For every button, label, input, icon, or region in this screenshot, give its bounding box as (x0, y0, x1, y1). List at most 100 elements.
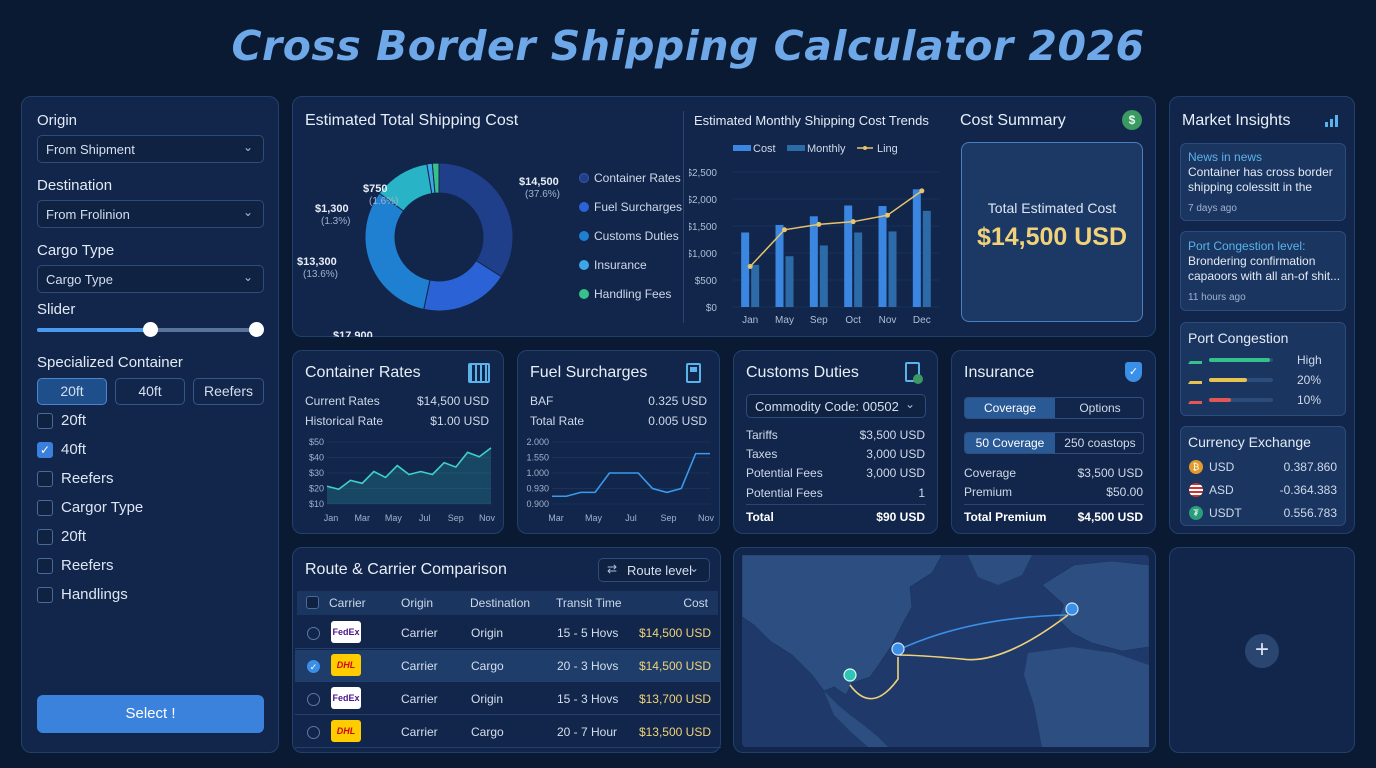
congestion-label: High (1297, 353, 1322, 367)
news-card[interactable]: News in news Container has cross border … (1180, 143, 1346, 221)
checkbox-handlings[interactable] (37, 587, 53, 603)
origin-select[interactable]: From Shipment ⌄ (37, 135, 264, 163)
checkbox-20ft[interactable] (37, 413, 53, 429)
map-central-america (824, 691, 888, 747)
route-line-3 (849, 657, 899, 700)
divider (746, 504, 926, 505)
tab-options[interactable]: Options (1079, 401, 1121, 415)
area-fill (327, 447, 491, 504)
news-time: 7 days ago (1188, 203, 1237, 214)
table-row[interactable]: ✓ DHL Carrier Cargo 20 - 3 Hovs $14,500 USD (295, 650, 721, 682)
table-row[interactable]: FedEx Carrier Origin 15 - 3 Hovs $13,700 USD (295, 683, 721, 715)
map-pin-europe[interactable] (1065, 602, 1079, 616)
y-tick-label: 0.930 (526, 484, 549, 494)
header-cost[interactable]: Cost (683, 596, 708, 610)
destination-select[interactable]: From Frolinion ⌄ (37, 200, 264, 228)
header-carrier[interactable]: Carrier (329, 596, 366, 610)
map-europe (1041, 560, 1149, 652)
y-tick-label: 1.550 (526, 453, 549, 463)
donut-chart: $14,500(37.6%)$9,500(21.3%)$17,900(35.1%… (297, 162, 560, 337)
cargo-select[interactable]: Cargo Type ⌄ (37, 265, 264, 293)
tab-coverage[interactable]: Coverage (965, 398, 1055, 418)
slider-fill (37, 328, 150, 332)
bar (912, 189, 921, 307)
map-pin-mexico[interactable] (843, 668, 857, 682)
news-head: Port Congestion level: (1188, 239, 1306, 253)
fuel-surcharges-chart: 2.000 1.550 1.000 0.930 0.900 Mar May Jul Sep Nov (526, 437, 714, 523)
carrier-cell: Carrier (401, 626, 438, 640)
customs-duties-title: Customs Duties (746, 364, 859, 381)
y-tick-label: $10 (309, 499, 324, 509)
cargo-label: Cargo Type (37, 242, 115, 259)
select-button[interactable]: Select ! (37, 695, 264, 733)
dollar-icon: $ (1122, 110, 1142, 130)
header-transit[interactable]: Transit Time (556, 596, 622, 610)
fuel-icon (686, 363, 701, 383)
slider-track[interactable] (37, 322, 264, 337)
slice-value: $14,500 (519, 176, 559, 188)
y-tick-label: $1,500 (689, 222, 717, 233)
bar (854, 232, 863, 307)
header-origin[interactable]: Origin (401, 596, 434, 610)
slice-value: $1,300 (315, 203, 349, 215)
commodity-select[interactable]: Commodity Code: 00502 ⌄ (746, 394, 926, 418)
series-line (749, 190, 923, 268)
tag-reefers[interactable]: Reefers (193, 378, 264, 405)
tab-250-coastops[interactable]: 250 coastops (1064, 436, 1136, 450)
route-map[interactable] (742, 555, 1149, 747)
commodity-value: Commodity Code: 00502 (755, 399, 899, 414)
select-all-checkbox[interactable] (306, 596, 319, 609)
transit-cell: 20 - 7 Hour (557, 725, 618, 739)
checkbox-20ft-2[interactable] (37, 529, 53, 545)
customs-duties-panel: Customs Duties Commodity Code: 00502 ⌄ T… (733, 350, 938, 534)
destination-label: Destination (37, 177, 113, 194)
cost-summary-title: Cost Summary (960, 112, 1066, 129)
insurance-total-value: $4,500 USD (1077, 510, 1143, 524)
donut-slice[interactable] (431, 162, 440, 194)
checkbox-cargo-type[interactable] (37, 500, 53, 516)
x-tick-label: May (775, 315, 794, 326)
row-radio[interactable] (307, 627, 320, 640)
map-pin-us-east[interactable] (891, 642, 905, 656)
chevron-down-icon: ⌄ (242, 205, 253, 219)
slice-pct: (1.3%) (321, 216, 350, 227)
insurance-total-label: Total Premium (964, 510, 1047, 524)
checkbox-reefers-2[interactable] (37, 558, 53, 574)
receipt-icon (905, 362, 923, 384)
header-destination[interactable]: Destination (470, 596, 531, 610)
y-tick-label: $2,500 (689, 168, 717, 179)
slider-handle-min[interactable] (143, 322, 158, 337)
slider-handle-max[interactable] (249, 322, 264, 337)
row-radio[interactable]: ✓ (307, 660, 320, 673)
checkbox-label: Handlings (61, 586, 128, 603)
table-row[interactable]: FedEx Carrier Origin 15 - 5 Hovs $14,500 USD (295, 617, 721, 649)
row-radio[interactable] (307, 693, 320, 706)
legend-label: Monthly (807, 143, 846, 155)
market-insights-title: Market Insights (1182, 112, 1291, 129)
congestion-bar (1209, 378, 1273, 382)
plus-icon[interactable]: + (1245, 634, 1279, 668)
rate-value: $1.00 USD (430, 414, 489, 428)
route-level-select[interactable]: ⇄ Route level ⌄ (598, 558, 710, 582)
tab-50-coverage[interactable]: 50 Coverage (965, 433, 1055, 453)
donut-slice[interactable] (364, 192, 431, 311)
tag-40ft[interactable]: 40ft (115, 378, 185, 405)
legend-label: Handling Fees (594, 287, 672, 301)
table-row[interactable]: DHL Carrier Cargo 20 - 7 Hour $13,500 USD (295, 716, 721, 748)
checkbox-reefers[interactable] (37, 471, 53, 487)
y-tick-label: $500 (695, 276, 718, 287)
news-card[interactable]: Port Congestion level: Brondering confir… (1180, 231, 1346, 311)
dhl-logo: DHL (331, 654, 361, 676)
donut-slice[interactable] (438, 162, 514, 278)
row-radio[interactable] (307, 726, 320, 739)
line-point (885, 212, 890, 218)
map-africa (1024, 647, 1149, 747)
duty-label: Potential Fees (746, 466, 823, 480)
route-rows: FedEx Carrier Origin 15 - 5 Hovs $14,500 USD… (295, 617, 721, 749)
y-tick-label: $50 (309, 437, 324, 447)
tag-20ft[interactable]: 20ft (37, 378, 107, 405)
y-tick-label: 2.000 (526, 437, 549, 447)
checkbox-40ft[interactable]: ✓ (37, 442, 53, 458)
x-tick-label: Mar (354, 513, 370, 523)
